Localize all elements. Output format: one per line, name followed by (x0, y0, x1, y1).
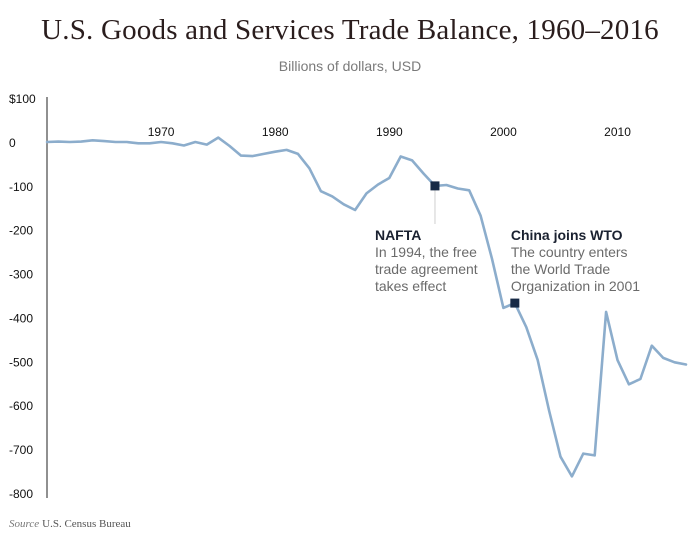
y-tick-label: -600 (9, 399, 33, 413)
x-tick-label: 2000 (490, 125, 517, 139)
y-tick-label: -400 (9, 311, 33, 325)
chart-title: U.S. Goods and Services Trade Balance, 1… (41, 14, 659, 46)
annotation-title: China joins WTO (511, 227, 623, 243)
chart-subtitle: Billions of dollars, USD (278, 58, 422, 74)
x-tick-label: 1990 (376, 125, 403, 139)
x-tick-label: 1970 (148, 125, 175, 139)
annotation-text-line: takes effect (375, 278, 446, 294)
y-tick-label: 0 (9, 136, 16, 150)
x-tick-label: 1980 (262, 125, 289, 139)
y-tick-label: -800 (9, 487, 33, 501)
y-tick-label: -200 (9, 224, 33, 238)
annotation-marker (510, 298, 520, 308)
source-note: Source U.S. Census Bureau (9, 518, 131, 530)
source-text: U.S. Census Bureau (42, 518, 131, 530)
annotation-markers (430, 181, 520, 308)
y-tick-label: $100 (9, 92, 36, 106)
y-tick-label: -500 (9, 355, 33, 369)
annotation-text-line: Organization in 2001 (511, 278, 640, 294)
source-label: Source (9, 518, 40, 530)
series-line-trade-balance (45, 136, 688, 478)
annotation-text-line: The country enters (511, 244, 628, 260)
y-tick-label: -300 (9, 268, 33, 282)
x-tick-label: 2010 (604, 125, 631, 139)
y-tick-label: -100 (9, 180, 33, 194)
annotation-title: NAFTA (375, 227, 421, 243)
y-tick-label: -700 (9, 443, 33, 457)
annotation-text-line: the World Trade (511, 261, 611, 277)
annotation-text-line: trade agreement (375, 261, 478, 277)
annotation-marker (430, 181, 440, 191)
y-axis-ticks: $100 0 -100 -200 -300 -400 -500 -600 -700 -800 (9, 92, 36, 501)
annotation-text-line: In 1994, the free (375, 244, 477, 260)
x-axis-ticks: 1970 1980 1990 2000 2010 (148, 125, 631, 139)
